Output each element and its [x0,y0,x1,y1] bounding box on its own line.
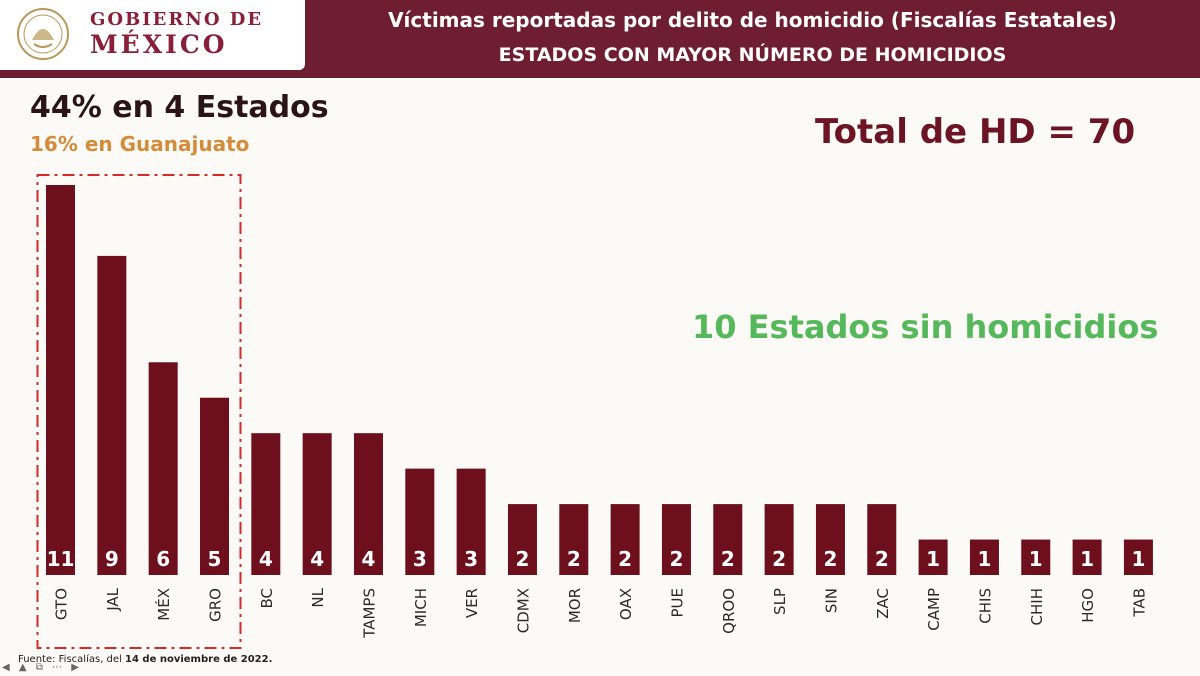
x-tick-label: CHIH [1028,588,1046,625]
x-tick-label: CHIS [976,588,994,624]
x-tick-label: CAMP [925,588,943,631]
x-tick-label: HGO [1079,588,1097,623]
data-label: 2 [669,547,683,571]
player-controls[interactable]: ◀ ▲ ⧉ ⋯ ▶ [2,662,82,673]
bar-CDMX [507,504,537,575]
x-tick-label: ZAC [874,588,892,619]
logo-line-1: GOBIERNO DE [90,9,264,30]
bar-SLP [764,504,794,575]
highlight-box [36,174,242,649]
x-tick-label: QROO [720,588,738,634]
x-tick-label: PUE [668,588,686,618]
data-label: 4 [362,547,376,571]
bar-OAX [610,504,640,575]
x-tick-label: MOR [566,588,584,623]
x-tick-label: SIN [822,588,840,613]
bar-TAMPS [353,433,383,575]
bar-JAL [97,255,127,575]
bar-CHIS [969,539,999,575]
bar-BC [251,433,281,575]
bar-GRO [199,397,229,575]
data-label: 1 [1080,547,1094,571]
x-tick-label: TAMPS [360,588,378,639]
x-tick-label: GTO [53,588,71,620]
data-label: 1 [1131,547,1145,571]
data-label: 2 [567,547,581,571]
bar-SIN [815,504,845,575]
bar-GTO [46,185,75,575]
data-label: 2 [516,547,530,571]
page-subtitle: ESTADOS CON MAYOR NÚMERO DE HOMICIDIOS [498,44,1007,66]
bar-CAMP [918,539,948,575]
x-tick-label: NL [309,587,327,607]
header-bar: GOBIERNO DE MÉXICO Víctimas reportadas p… [0,0,1200,78]
data-label: 6 [156,547,170,571]
data-label: 1 [926,547,940,571]
data-label: 11 [47,547,75,571]
data-label: 2 [618,547,632,571]
national-seal-icon [17,8,69,60]
data-label: 2 [721,547,735,571]
data-label: 2 [772,547,786,571]
x-tick-label: GRO [206,588,224,622]
logo-box: GOBIERNO DE MÉXICO [0,0,305,70]
bar-ZAC [867,504,897,575]
bar-MÉX [148,362,178,575]
x-tick-label: OAX [617,588,635,620]
x-tick-label: VER [463,588,481,618]
x-tick-label: MICH [412,588,430,627]
data-label: 4 [310,547,324,571]
data-label: 3 [464,547,478,571]
data-label: 1 [1029,547,1043,571]
x-tick-label: MÉX [154,588,173,621]
logo-line-2: MÉXICO [90,30,228,59]
bar-PUE [661,504,691,575]
bar-VER [456,468,486,575]
top-state-stat: 16% en Guanajuato [30,132,250,156]
x-tick-label: TAB [1130,588,1148,618]
zero-states-stat: 10 Estados sin homicidios [692,308,1159,346]
x-tick-label: BC [258,588,276,609]
top-states-stat: 44% en 4 Estados [30,90,329,125]
bar-HGO [1072,539,1102,575]
data-label: 3 [413,547,427,571]
bar-MICH [405,468,435,575]
data-label: 2 [823,547,837,571]
x-tick-label: SLP [771,588,789,615]
data-label: 9 [105,547,119,571]
x-tick-label: CDMX [514,588,532,633]
total-stat: Total de HD = 70 [815,112,1136,152]
data-label: 1 [977,547,991,571]
data-label: 5 [208,547,222,571]
bar-QROO [713,504,743,575]
source-note: Fuente: Fiscalías, del 14 de noviembre d… [18,654,272,665]
bar-CHIH [1021,539,1051,575]
bar-TAB [1123,539,1153,575]
bar-MOR [559,504,589,575]
page-title: Víctimas reportadas por delito de homici… [388,8,1117,32]
source-prefix: Fuente: Fiscalías, del [18,654,126,665]
data-label: 4 [259,547,273,571]
data-label: 2 [875,547,889,571]
bar-NL [302,433,332,575]
x-tick-label: JAL [104,587,122,611]
source-date: 14 de noviembre de 2022. [125,654,273,665]
